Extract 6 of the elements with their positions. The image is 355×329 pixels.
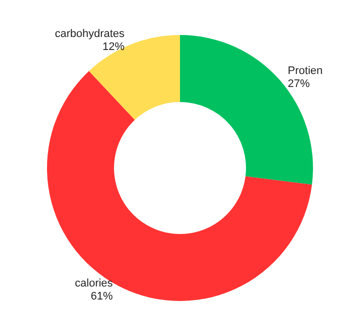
slice-label: calories [74, 278, 114, 290]
slice-label: carbohydrates [54, 28, 126, 40]
data-label: 61% [90, 290, 114, 303]
slice-label: Protien [288, 64, 323, 77]
data-label: 12% [102, 41, 125, 54]
data-label: 27% [288, 78, 310, 90]
